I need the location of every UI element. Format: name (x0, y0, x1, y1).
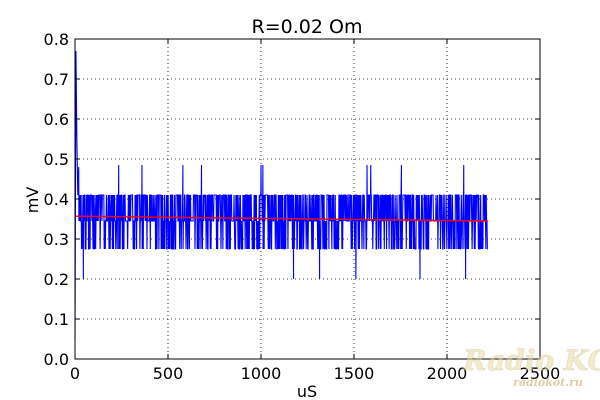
y-tick-label: 0.4 (44, 190, 69, 209)
x-tick-label: 2000 (427, 364, 468, 383)
watermark-logo-text: Radio KOT (462, 344, 600, 377)
plot-series (74, 50, 488, 340)
chart-title: R=0.02 Om (252, 16, 363, 38)
y-tick-label: 0.7 (44, 70, 69, 89)
x-axis-label: uS (297, 382, 317, 400)
x-tick-label: 0 (70, 364, 80, 383)
mean-series-line (74, 215, 488, 222)
watermark-url: radiokot.ru (513, 376, 583, 389)
y-tick-label: 0.2 (44, 270, 69, 289)
x-tick-label: 1500 (334, 364, 375, 383)
y-tick-label: 0.1 (44, 310, 69, 329)
x-tick-label: 500 (153, 364, 184, 383)
axis-ticks: 0 500 1000 1500 2000 2500 0.0 0.1 0.2 0.3 0.4 0.5 0.… (44, 30, 561, 383)
signal-series-line (74, 50, 488, 340)
y-tick-label: 0.3 (44, 230, 69, 249)
y-tick-label: 0.8 (44, 30, 69, 49)
y-tick-label: 0.0 (44, 350, 69, 369)
y-axis-label: mV (23, 187, 42, 214)
y-tick-label: 0.6 (44, 110, 69, 129)
y-tick-label: 0.5 (44, 150, 69, 169)
x-tick-label: 2500 (520, 364, 561, 383)
x-tick-label: 1000 (241, 364, 282, 383)
watermark-logo: Radio KOT radiokot.ru (462, 344, 600, 389)
